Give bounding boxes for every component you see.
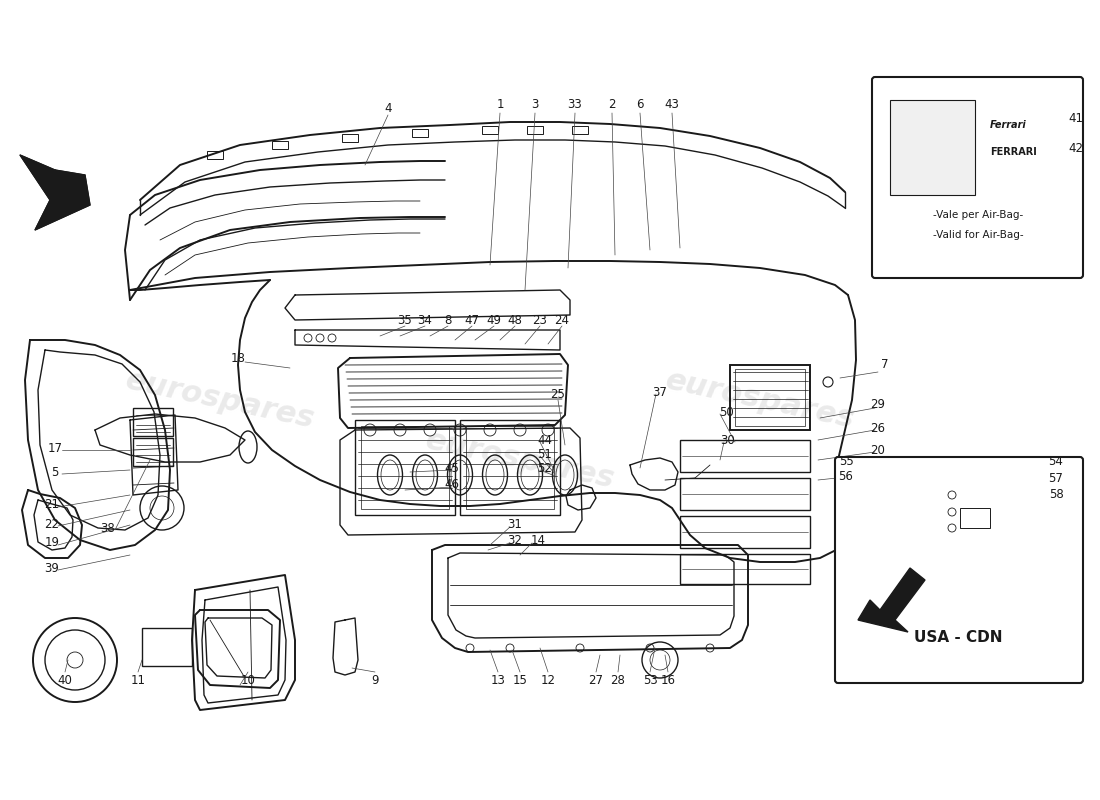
Text: 41: 41 (1068, 111, 1084, 125)
Text: 37: 37 (652, 386, 668, 398)
Text: 26: 26 (870, 422, 886, 434)
Bar (527, 126, 543, 134)
Text: 2: 2 (608, 98, 616, 111)
Bar (572, 126, 588, 134)
Text: 12: 12 (540, 674, 556, 686)
Text: 31: 31 (507, 518, 522, 531)
Bar (890, 100, 975, 195)
Text: 16: 16 (660, 674, 675, 686)
Text: 7: 7 (881, 358, 889, 371)
Text: 17: 17 (47, 442, 63, 454)
Bar (735, 369, 805, 426)
Text: 25: 25 (551, 389, 565, 402)
Polygon shape (20, 155, 90, 230)
Text: 20: 20 (870, 443, 886, 457)
Text: 52: 52 (538, 462, 552, 474)
Bar (680, 554, 810, 584)
Bar (412, 129, 428, 137)
Bar (133, 438, 173, 466)
FancyBboxPatch shape (872, 77, 1084, 278)
Text: 39: 39 (45, 562, 59, 574)
Text: 4: 4 (384, 102, 392, 114)
Text: 49: 49 (486, 314, 502, 326)
Text: 35: 35 (397, 314, 412, 326)
Bar (466, 426, 554, 509)
Text: eurospares: eurospares (422, 426, 617, 494)
Bar (482, 126, 498, 134)
Text: 32: 32 (507, 534, 522, 547)
Text: -Vale per Air-Bag-: -Vale per Air-Bag- (933, 210, 1023, 220)
Text: USA - CDN: USA - CDN (914, 630, 1002, 646)
Bar (730, 365, 810, 430)
Text: eurospares: eurospares (123, 366, 317, 434)
Text: 56: 56 (838, 470, 854, 483)
Text: 5: 5 (52, 466, 58, 478)
Text: 27: 27 (588, 674, 604, 686)
Polygon shape (858, 568, 925, 632)
Text: 15: 15 (513, 674, 527, 686)
Bar (355, 420, 455, 515)
Text: 46: 46 (444, 478, 460, 491)
Bar (680, 516, 810, 548)
Text: 44: 44 (538, 434, 552, 446)
Text: 43: 43 (664, 98, 680, 111)
Bar (680, 478, 810, 510)
Text: 57: 57 (1048, 472, 1064, 485)
Text: 24: 24 (554, 314, 570, 326)
Text: 1: 1 (496, 98, 504, 111)
Bar (207, 151, 223, 159)
Text: 48: 48 (507, 314, 522, 326)
Text: 33: 33 (568, 98, 582, 111)
Text: 3: 3 (531, 98, 539, 111)
Text: 40: 40 (57, 674, 73, 686)
Text: 45: 45 (444, 462, 460, 474)
Bar (133, 408, 173, 436)
Text: 13: 13 (491, 674, 505, 686)
Text: 51: 51 (538, 447, 552, 461)
Text: 10: 10 (241, 674, 255, 686)
Text: 34: 34 (418, 314, 432, 326)
Text: 36: 36 (870, 466, 886, 478)
Text: -Valid for Air-Bag-: -Valid for Air-Bag- (933, 230, 1023, 240)
Text: 28: 28 (610, 674, 626, 686)
Text: Ferrari: Ferrari (990, 120, 1026, 130)
Text: 19: 19 (44, 537, 59, 550)
Text: 55: 55 (838, 455, 854, 468)
Text: 42: 42 (1068, 142, 1084, 154)
Bar (272, 141, 288, 149)
Bar (680, 440, 810, 472)
Text: 50: 50 (718, 406, 734, 418)
Text: 54: 54 (1048, 455, 1064, 468)
Text: eurospares: eurospares (662, 366, 857, 434)
Text: 53: 53 (642, 674, 658, 686)
Text: 22: 22 (44, 518, 59, 530)
Bar (460, 420, 560, 515)
Text: 29: 29 (870, 398, 886, 411)
Text: FERRARI: FERRARI (990, 147, 1036, 157)
Text: 38: 38 (100, 522, 116, 534)
FancyBboxPatch shape (835, 457, 1084, 683)
Text: 9: 9 (372, 674, 378, 686)
Text: 8: 8 (444, 314, 452, 326)
Bar (342, 134, 358, 142)
Text: 18: 18 (231, 351, 245, 365)
Text: 6: 6 (636, 98, 644, 111)
Bar (960, 508, 990, 528)
Bar (142, 628, 192, 666)
Text: 23: 23 (532, 314, 548, 326)
Text: 11: 11 (131, 674, 145, 686)
Text: 47: 47 (464, 314, 480, 326)
Text: 21: 21 (44, 498, 59, 511)
Text: 14: 14 (530, 534, 546, 547)
Bar (361, 426, 449, 509)
Text: 58: 58 (1048, 488, 1064, 501)
Text: 30: 30 (720, 434, 736, 446)
